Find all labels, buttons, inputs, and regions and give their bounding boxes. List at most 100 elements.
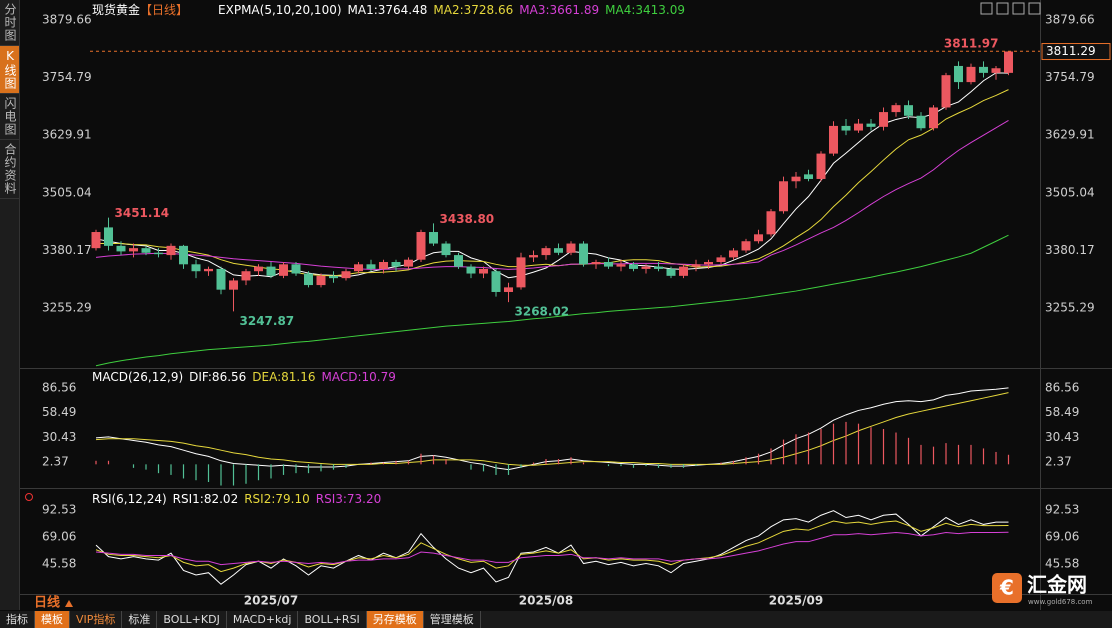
candle-body xyxy=(379,261,388,269)
toolbar-button[interactable]: 模板 xyxy=(35,611,70,628)
toolbar-button[interactable]: 管理模板 xyxy=(424,611,481,628)
toolbar-button[interactable]: BOLL+RSI xyxy=(298,611,367,628)
legend-entry: DIF:86.56 xyxy=(189,370,246,384)
side-tab[interactable]: 闪电图 xyxy=(0,94,19,140)
y-tick-label: 45.58 xyxy=(42,557,76,571)
toolbar-button[interactable]: VIP指标 xyxy=(70,611,123,628)
logo-name: 汇金网 xyxy=(1027,573,1087,597)
toolbar-icons[interactable] xyxy=(980,2,1041,15)
candle-body xyxy=(241,271,251,281)
panel-header: RSI(6,12,24) RSI1:82.02 RSI2:79.10 RSI3:73.… xyxy=(92,492,381,506)
logo-icon xyxy=(992,573,1022,603)
y-tick-label-right: 45.58 xyxy=(1045,557,1079,571)
legend-entry: MA4:3413.09 xyxy=(605,3,685,17)
x-tick-label: 2025/09 xyxy=(769,594,823,608)
y-tick-label: 3879.66 xyxy=(42,12,92,26)
side-tab[interactable]: 分时图 xyxy=(0,0,19,46)
divider xyxy=(20,488,1112,489)
candle-body xyxy=(454,255,463,267)
y-tick-label-right: 2.37 xyxy=(1045,455,1072,469)
candle-body xyxy=(166,245,176,256)
candle-body xyxy=(566,243,576,253)
candle-body xyxy=(391,261,401,267)
y-tick-label-right: 86.56 xyxy=(1045,380,1079,394)
y-tick-label-right: 3629.91 xyxy=(1045,128,1095,142)
icon[interactable] xyxy=(1028,2,1041,15)
candle-body xyxy=(191,264,201,272)
candle-body xyxy=(429,232,438,244)
side-tab[interactable]: 合约资料 xyxy=(0,140,19,199)
candle-body xyxy=(754,234,763,242)
side-tab[interactable]: K线图 xyxy=(0,46,19,94)
candle-body xyxy=(529,255,538,258)
last-price-box xyxy=(1041,43,1111,61)
candle-body xyxy=(604,261,613,267)
rsi-line xyxy=(95,510,1009,585)
y-tick-label-right: 92.53 xyxy=(1045,503,1079,517)
icon[interactable] xyxy=(996,2,1009,15)
axis-divider xyxy=(1040,0,1041,610)
candle-body xyxy=(91,232,101,249)
candle-body xyxy=(766,211,776,235)
candle-body xyxy=(829,125,838,154)
y-tick-label-right: 3879.66 xyxy=(1045,12,1095,26)
candle-body xyxy=(579,243,588,265)
candle-body xyxy=(866,123,876,127)
y-tick-label-right: 69.06 xyxy=(1045,530,1079,544)
panel-header: MACD(26,12,9) DIF:86.56 DEA:81.16 MACD:10.7… xyxy=(92,370,396,384)
candle-body xyxy=(729,250,738,258)
icon[interactable] xyxy=(1012,2,1025,15)
logo-url: www.gold678.com xyxy=(1028,598,1093,606)
toolbar-button[interactable]: 另存模板 xyxy=(366,611,424,628)
candle-body xyxy=(479,268,488,274)
candle-body xyxy=(416,232,426,260)
candle-body xyxy=(929,107,938,129)
panel-title: RSI(6,12,24) xyxy=(92,492,167,506)
high-label: 3451.14 xyxy=(115,206,170,220)
panel-header: 现货黄金【日线】 EXPMA(5,10,20,100) MA1:3764.48 MA2… xyxy=(92,2,685,17)
legend-entry: DEA:81.16 xyxy=(252,370,315,384)
period[interactable]: 日线 xyxy=(34,595,60,611)
rsi-line xyxy=(95,520,1009,573)
legend-entry: MACD:10.79 xyxy=(322,370,396,384)
period-arrow[interactable] xyxy=(65,600,73,607)
y-tick-label: 2.37 xyxy=(42,455,69,469)
bottom-toolbar: 指标 模板 VIP指标 标准 BOLL+KDJ MACD+kdj BOLL+RSI 另存模板管… xyxy=(0,611,1112,628)
panel-title: 现货黄金 xyxy=(92,2,140,17)
candle-body xyxy=(116,245,126,252)
toolbar-button[interactable]: 指标 xyxy=(0,611,35,628)
candle-body xyxy=(891,105,901,113)
candle-body xyxy=(504,287,513,292)
candle-body xyxy=(804,174,813,179)
toolbar-button[interactable]: 标准 xyxy=(122,611,158,628)
macd-line xyxy=(95,387,1009,471)
candle-body xyxy=(329,275,338,279)
y-tick-label: 3754.79 xyxy=(42,70,92,84)
y-tick-label: 3255.29 xyxy=(42,300,92,314)
candle-body xyxy=(354,264,363,272)
rsi-line xyxy=(95,531,1009,566)
candle-body xyxy=(129,248,138,252)
candle-body xyxy=(791,176,801,182)
legend-entry: MA1:3764.48 xyxy=(348,3,428,17)
toolbar-button[interactable]: MACD+kdj xyxy=(227,611,299,628)
last-price: 3811.29 xyxy=(1046,44,1096,58)
toolbar-button[interactable]: BOLL+KDJ xyxy=(157,611,227,628)
candle-body xyxy=(179,245,188,265)
panel-subtitle: 【日线】 xyxy=(140,3,188,17)
legend-entry: MA2:3728.66 xyxy=(433,3,513,17)
macd-line xyxy=(95,392,1009,466)
candle-body xyxy=(216,268,226,290)
candle-body xyxy=(691,264,701,267)
y-tick-label: 58.49 xyxy=(42,405,76,419)
candle-body xyxy=(154,252,163,255)
y-tick-label-right: 3380.17 xyxy=(1045,243,1095,257)
y-tick-label: 3629.91 xyxy=(42,128,92,142)
logo-glyph: € xyxy=(999,576,1014,600)
candle-body xyxy=(979,66,988,73)
icon[interactable] xyxy=(980,2,993,15)
y-tick-label-right: 30.43 xyxy=(1045,430,1079,444)
candle-body xyxy=(904,105,913,116)
